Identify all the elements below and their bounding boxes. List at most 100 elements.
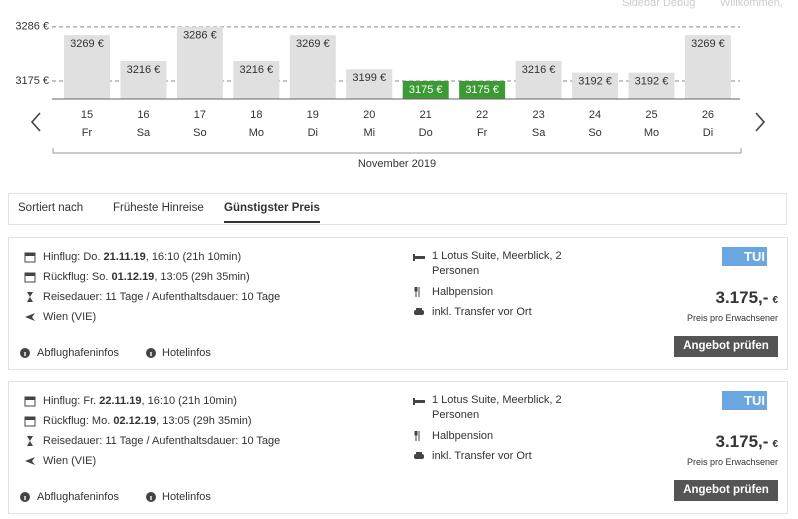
offer-card: Hinflug: Do. 21.11.19, 16:10 (21h 10min)… bbox=[8, 237, 788, 370]
price-bar bbox=[402, 80, 449, 99]
icon-plane bbox=[25, 457, 35, 465]
icon-shape bbox=[413, 398, 415, 405]
icon-bed bbox=[413, 398, 425, 405]
sort-label: Sortiert nach bbox=[18, 202, 84, 214]
airport-part: Wien (VIE) bbox=[43, 455, 97, 467]
outbound-flight-part: , 16:10 (21h 10min) bbox=[145, 251, 242, 263]
price-label: 3269 € bbox=[691, 38, 725, 50]
info-link[interactable]: Abflughafeninfos bbox=[37, 347, 119, 359]
return-flight-part: 01.12.19 bbox=[111, 271, 155, 283]
price-label: 3192 € bbox=[635, 76, 669, 88]
price-chart: November 2019 3175 € 3286 € 3269 € 15 Fr 3216… bbox=[15, 21, 766, 170]
icon-shape bbox=[414, 310, 424, 315]
icon-car bbox=[414, 308, 424, 315]
weekday-label: Do bbox=[419, 127, 433, 139]
day-label: 19 bbox=[307, 109, 319, 121]
month-bracket bbox=[52, 148, 742, 154]
board: Halbpension bbox=[432, 430, 493, 442]
prev-arrow[interactable] bbox=[30, 112, 41, 132]
room: 1 Lotus Suite, Meerblick, 2 Personen bbox=[432, 249, 567, 279]
month-label: November 2019 bbox=[358, 158, 436, 170]
price-note: Preis pro Erwachsener bbox=[686, 457, 778, 467]
return-flight-part: , 13:05 (29h 35min) bbox=[156, 415, 252, 427]
transfer: inkl. Transfer vor Ort bbox=[432, 450, 532, 462]
y-tick-label: 3175 € bbox=[15, 75, 49, 87]
weekday-label: Sa bbox=[532, 127, 546, 139]
price-label: 3216 € bbox=[240, 64, 274, 76]
airport: Wien (VIE) bbox=[43, 311, 96, 323]
icon-calendar bbox=[24, 416, 36, 427]
icon-shape bbox=[416, 308, 422, 311]
price-label: 3175 € bbox=[409, 84, 443, 96]
icon-info bbox=[146, 492, 156, 502]
operator-logo: TUI bbox=[722, 247, 767, 266]
transfer-part: inkl. Transfer vor Ort bbox=[432, 306, 532, 318]
offer-button[interactable]: Angebot prüfen bbox=[674, 336, 778, 357]
price-bar bbox=[176, 26, 223, 99]
welcome-link[interactable]: Willkommen, bbox=[720, 0, 783, 9]
price-bar bbox=[628, 72, 675, 99]
price-label: 3269 € bbox=[296, 38, 330, 50]
icon-info bbox=[20, 492, 30, 502]
y-tick-label: 3286 € bbox=[15, 21, 49, 33]
icon-shape bbox=[27, 436, 33, 446]
price-label: 3216 € bbox=[522, 64, 556, 76]
return-flight-part: 02.12.19 bbox=[113, 415, 157, 427]
day-label: 26 bbox=[702, 109, 714, 121]
icon-fork bbox=[414, 431, 420, 441]
return-flight-part: , 13:05 (29h 35min) bbox=[154, 271, 250, 283]
icon-info bbox=[146, 348, 156, 358]
price-bar bbox=[233, 60, 280, 99]
debug-link[interactable]: Sidebar Debug bbox=[622, 0, 696, 9]
outbound-flight: Hinflug: Fr. 22.11.19, 16:10 (21h 10min) bbox=[43, 395, 237, 407]
icon-shape bbox=[416, 452, 422, 455]
icon-fork bbox=[414, 287, 420, 297]
day-label: 17 bbox=[194, 109, 206, 121]
day-label: 25 bbox=[645, 109, 657, 121]
icon-car bbox=[414, 452, 424, 459]
outbound-flight-part: 21.11.19 bbox=[103, 251, 146, 263]
icon-bed bbox=[413, 254, 425, 261]
outbound-flight: Hinflug: Do. 21.11.19, 16:10 (21h 10min) bbox=[43, 251, 241, 263]
price-label: 3175 € bbox=[465, 84, 499, 96]
operator-logo: TUI bbox=[722, 391, 767, 410]
price-bar bbox=[120, 60, 167, 99]
price-bar bbox=[459, 80, 506, 99]
icon-shape bbox=[25, 273, 35, 276]
transfer-part: inkl. Transfer vor Ort bbox=[432, 450, 532, 462]
price-bar bbox=[572, 72, 619, 99]
weekday-label: Di bbox=[308, 127, 318, 139]
weekday-label: Fr bbox=[477, 127, 488, 139]
day-label: 20 bbox=[363, 109, 375, 121]
price-label: 3199 € bbox=[352, 72, 386, 84]
duration-part: Reisedauer: 11 Tage / Aufenthaltsdauer: … bbox=[43, 435, 281, 447]
info-link[interactable]: Hotelinfos bbox=[162, 347, 211, 359]
price-amount: 3.175,- bbox=[715, 432, 769, 451]
weekday-label: So bbox=[193, 127, 206, 139]
icon-shape bbox=[24, 496, 26, 500]
day-label: 16 bbox=[137, 109, 149, 121]
weekday-label: Mi bbox=[363, 127, 375, 139]
info-link[interactable]: Abflughafeninfos bbox=[37, 491, 119, 503]
price-bar bbox=[289, 35, 336, 99]
sort-tabs: Sortiert nach Früheste Hinreise Günstigst… bbox=[8, 193, 787, 225]
board-part: Halbpension bbox=[432, 286, 494, 298]
price-bar bbox=[346, 69, 393, 99]
price-bar bbox=[64, 35, 110, 99]
offer-button[interactable]: Angebot prüfen bbox=[674, 480, 778, 501]
sort-tab[interactable]: Früheste Hinreise bbox=[113, 202, 204, 214]
info-link[interactable]: Hotelinfos bbox=[162, 491, 211, 503]
next-arrow[interactable] bbox=[755, 112, 766, 132]
icon-shape bbox=[413, 400, 425, 403]
day-label: 24 bbox=[589, 109, 601, 121]
day-label: 18 bbox=[250, 109, 262, 121]
price-label: 3286 € bbox=[183, 30, 217, 42]
price: 3.175,- € bbox=[716, 288, 779, 308]
weekday-label: Sa bbox=[137, 127, 151, 139]
sort-tab[interactable]: Günstigster Preis bbox=[224, 202, 320, 223]
icon-shape bbox=[25, 397, 35, 400]
icon-info bbox=[20, 348, 30, 358]
price-note: Preis pro Erwachsener bbox=[686, 313, 778, 323]
day-label: 23 bbox=[532, 109, 544, 121]
